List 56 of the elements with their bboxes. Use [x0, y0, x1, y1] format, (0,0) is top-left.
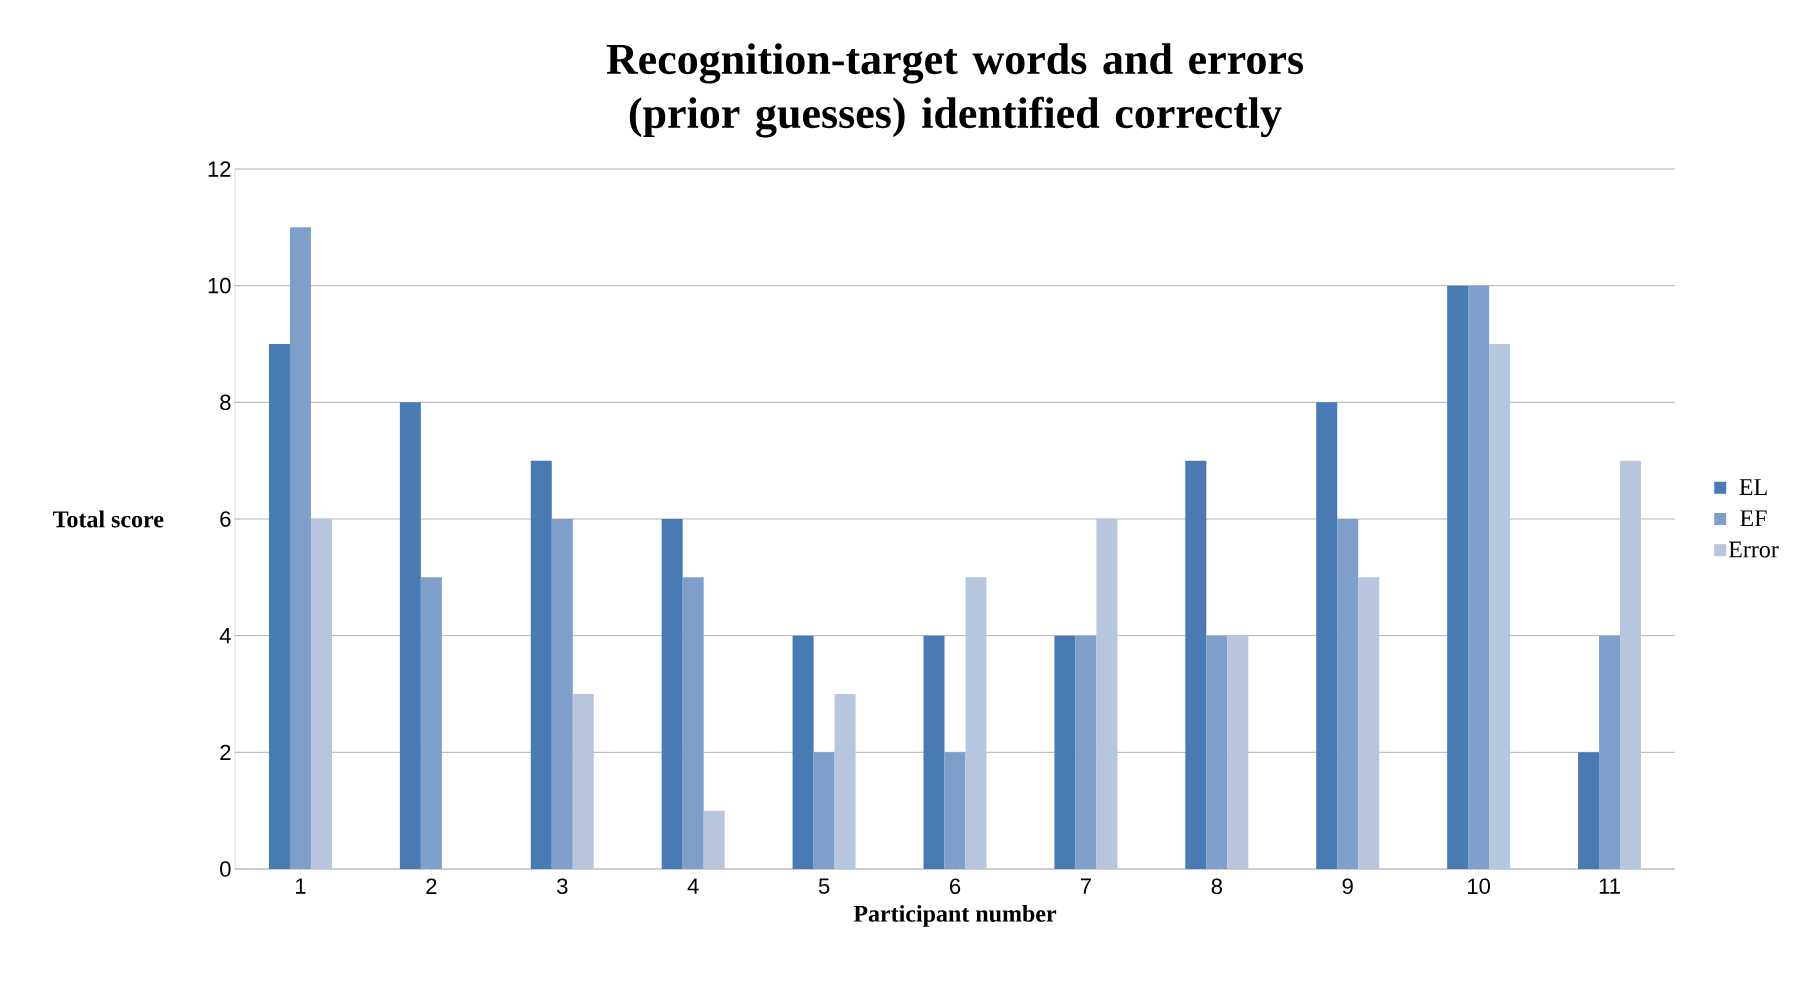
x-tick-label: 9: [1342, 878, 1353, 895]
bar: [965, 577, 987, 869]
y-tick-label: 10: [208, 277, 231, 294]
bar: [1578, 752, 1600, 869]
bar: [572, 693, 594, 869]
bar: [792, 635, 814, 869]
bar: [1316, 402, 1338, 869]
x-tick-label: 1: [296, 878, 306, 894]
bar: [834, 693, 856, 869]
bar: [310, 518, 332, 869]
bar: [1054, 635, 1076, 869]
bar: [1185, 460, 1207, 869]
x-tick-label: 4: [687, 878, 699, 894]
x-tick-label: 8: [1211, 878, 1222, 895]
bar: [1096, 518, 1118, 869]
bar: [1447, 285, 1469, 869]
x-axis-title: Participant number: [853, 904, 1057, 927]
bar: [1599, 635, 1621, 869]
bar: [703, 810, 725, 869]
x-tick-label: 10: [1468, 878, 1490, 895]
legend-label: EF: [1740, 510, 1767, 527]
y-tick-label: 4: [219, 628, 231, 644]
bar: [1206, 635, 1228, 869]
legend-label: Error: [1728, 541, 1779, 558]
legend-label: EL: [1739, 479, 1767, 495]
bar: [944, 752, 966, 869]
x-tick-label: 2: [426, 878, 437, 894]
bar: [1620, 460, 1642, 869]
bar: [268, 343, 290, 869]
bar: [1358, 577, 1380, 869]
bar: [682, 577, 704, 869]
bar: [289, 227, 311, 869]
bar: [530, 460, 552, 869]
bar: [661, 518, 683, 869]
bar: [1075, 635, 1097, 869]
x-tick-label: 11: [1599, 878, 1620, 894]
bar: [551, 518, 573, 869]
y-tick-label: 8: [220, 394, 231, 411]
bar: [1337, 518, 1359, 869]
bar: [399, 402, 421, 869]
x-tick-label: 6: [950, 878, 961, 895]
y-tick-label: 6: [220, 511, 231, 527]
y-axis-title: Total score: [53, 510, 164, 528]
x-tick-label: 5: [818, 878, 830, 894]
bar: [1227, 635, 1249, 869]
bar: [813, 752, 835, 869]
y-tick-label: 2: [220, 744, 231, 760]
bar: [1489, 343, 1511, 869]
chart-title: Recognition-target words and errors (prior guesses) identified correctly: [606, 43, 1304, 138]
bar: [1468, 285, 1490, 869]
x-tick-label: 7: [1080, 878, 1091, 894]
bar: [420, 577, 442, 869]
bar: [923, 635, 945, 869]
y-tick-label: 12: [208, 161, 231, 177]
y-tick-label: 0: [220, 861, 231, 877]
x-tick-label: 3: [556, 878, 568, 895]
